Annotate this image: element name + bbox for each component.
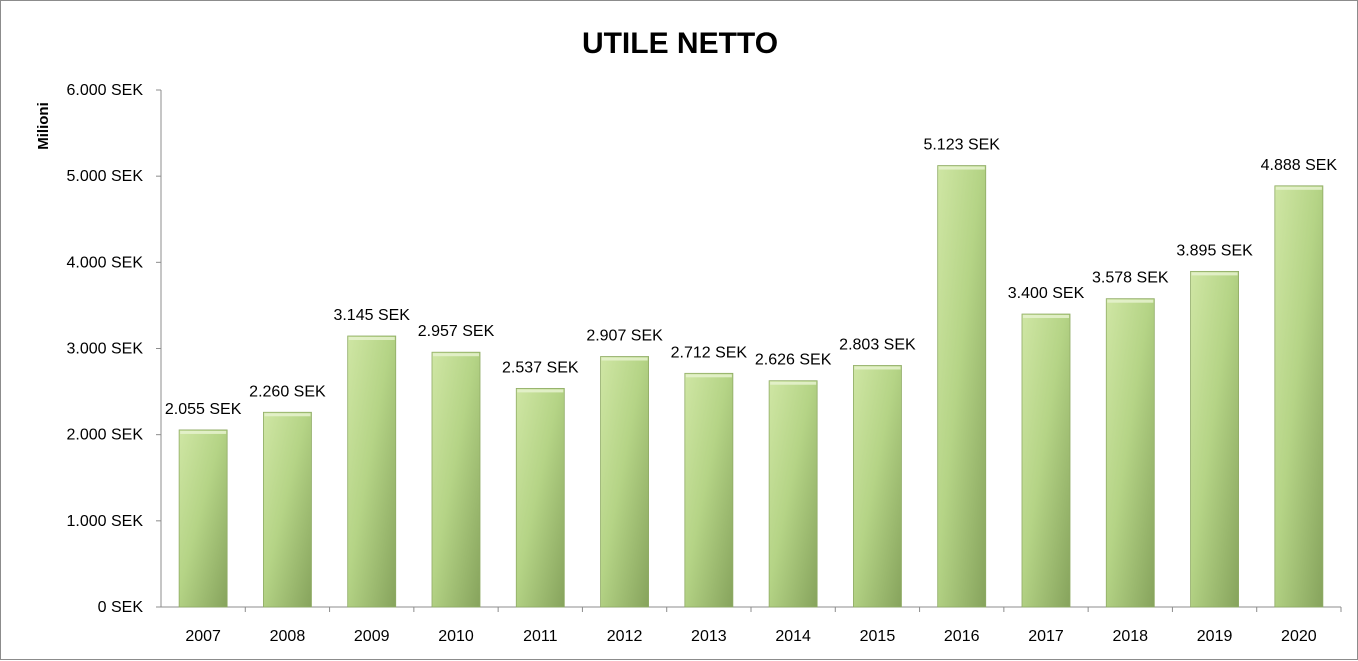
bar-bevel: [1022, 315, 1070, 319]
bar: [768, 380, 818, 608]
data-label: 3.578 SEK: [1092, 270, 1169, 287]
bar-bevel: [685, 374, 732, 378]
y-tick-label: 1.000 SEK: [67, 513, 144, 530]
data-label: 2.907 SEK: [586, 328, 663, 345]
bar: [853, 365, 902, 608]
bar: [431, 351, 481, 608]
chart-title: UTILE NETTO: [582, 27, 778, 60]
y-tick-label: 5.000 SEK: [67, 168, 144, 185]
bar: [347, 335, 397, 608]
x-tick-label: 2011: [523, 628, 558, 645]
y-tick-label: 6.000 SEK: [67, 82, 144, 99]
bar: [937, 165, 987, 608]
x-tick-label: 2012: [607, 628, 643, 645]
bar: [1190, 270, 1239, 608]
bar-bevel: [1107, 299, 1154, 303]
x-tick-label: 2010: [438, 628, 474, 645]
y-tick-label: 3.000 SEK: [67, 341, 144, 358]
x-axis: 2007 2008 2009 2010 2011 2012 2013 2014 2015 2016…: [161, 606, 1342, 645]
x-tick-label: 2007: [185, 628, 221, 645]
x-tick-label: 2015: [860, 628, 896, 645]
bar-bevel: [601, 357, 648, 361]
y-tick-label: 4.000 SEK: [67, 254, 144, 271]
data-label: 4.888 SEK: [1261, 157, 1338, 174]
bar: [178, 429, 228, 608]
bar-bevel: [1191, 272, 1238, 276]
data-label: 5.123 SEK: [923, 137, 1000, 154]
x-tick-label: 2008: [270, 628, 306, 645]
data-label: 2.712 SEK: [671, 344, 748, 361]
bar-bevel: [432, 353, 480, 357]
y-tick-label: 0 SEK: [98, 599, 144, 616]
bar-bevel: [517, 389, 564, 393]
x-tick-label: 2020: [1281, 628, 1317, 645]
x-tick-label: 2009: [354, 628, 390, 645]
data-label: 3.400 SEK: [1008, 285, 1085, 302]
data-label: 2.055 SEK: [165, 401, 242, 418]
y-axis-label: Milioni: [35, 102, 52, 150]
x-tick-label: 2014: [775, 628, 811, 645]
data-label: 2.957 SEK: [418, 323, 495, 340]
data-label: 3.145 SEK: [333, 307, 410, 324]
bars-group: [178, 165, 1324, 608]
x-tick-label: 2017: [1028, 628, 1064, 645]
y-axis: 0 SEK 1.000 SEK 2.000 SEK 3.000 SEK 4.000 SE…: [67, 82, 162, 616]
x-tick-label: 2016: [944, 628, 980, 645]
bar-bevel: [264, 413, 311, 417]
y-tick-label: 2.000 SEK: [67, 427, 144, 444]
bar: [684, 372, 734, 608]
bar: [1105, 298, 1155, 608]
bar: [515, 387, 565, 608]
bar-bevel: [1275, 186, 1322, 190]
bar-bevel: [938, 166, 985, 170]
data-label: 2.626 SEK: [755, 352, 832, 369]
bar-bevel: [854, 366, 901, 370]
bar: [1274, 185, 1324, 608]
data-label: 2.803 SEK: [839, 336, 916, 353]
bar: [1021, 313, 1071, 608]
bar-bevel: [180, 430, 227, 434]
bar-bevel: [770, 381, 817, 385]
x-tick-label: 2013: [691, 628, 727, 645]
x-tick-label: 2018: [1112, 628, 1148, 645]
bar-bevel: [348, 337, 395, 341]
data-label: 3.895 SEK: [1176, 242, 1253, 259]
bar: [263, 411, 312, 608]
data-label: 2.260 SEK: [249, 383, 326, 400]
x-tick-label: 2019: [1197, 628, 1233, 645]
data-label: 2.537 SEK: [502, 359, 579, 376]
data-labels-group: 2.055 SEK 2.260 SEK 3.145 SEK 2.957 SEK 2.53…: [165, 137, 1338, 418]
bar: [600, 356, 649, 608]
